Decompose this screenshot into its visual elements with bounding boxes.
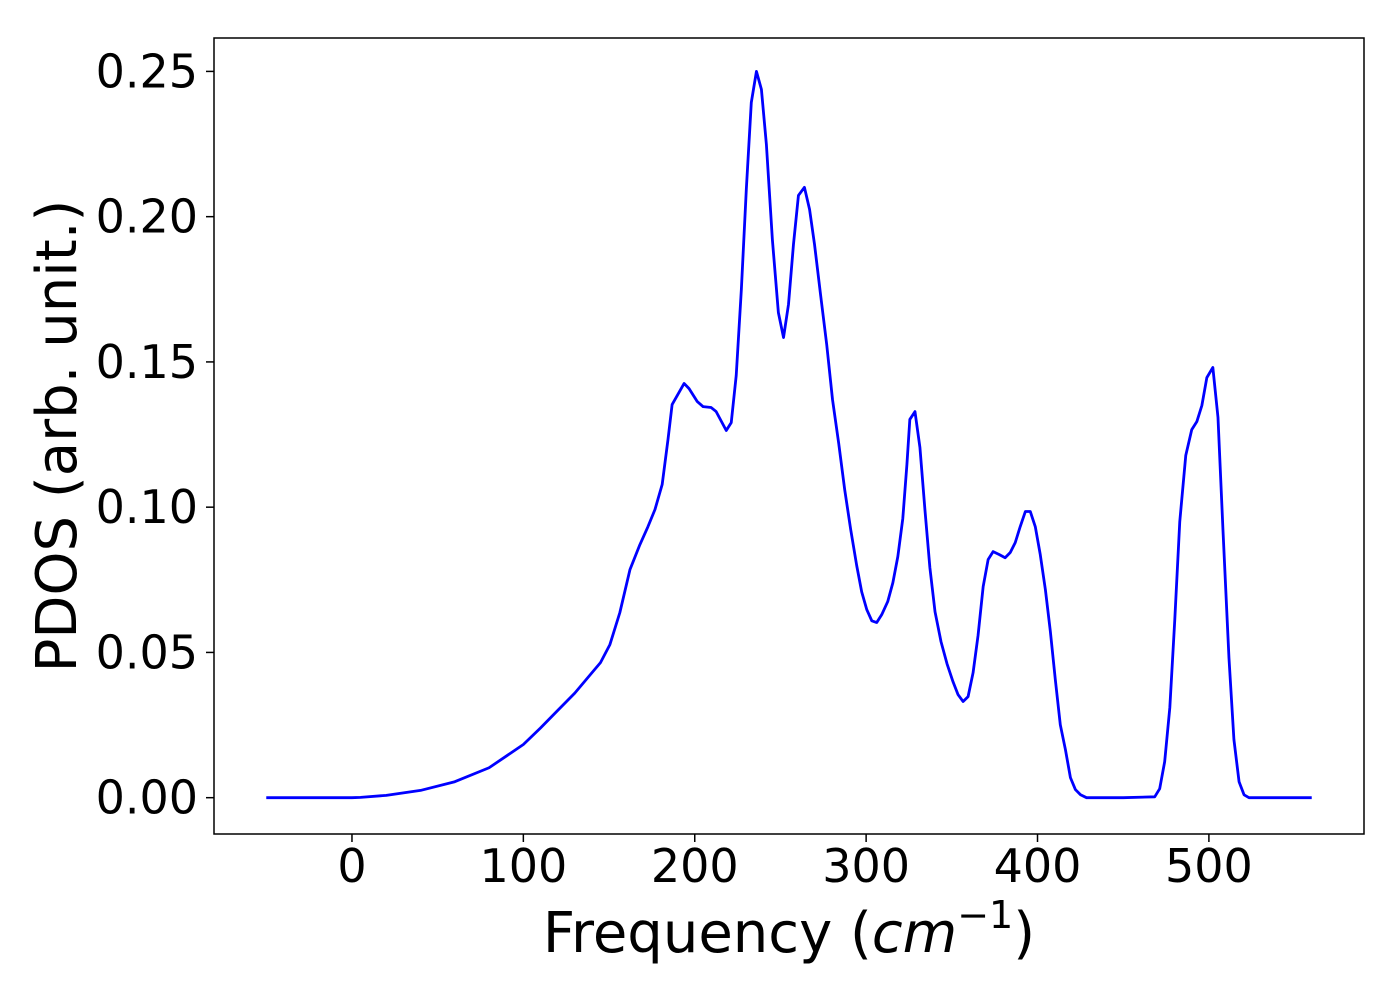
x-tick-label: 100 [479, 839, 567, 893]
x-tick-label: 400 [994, 839, 1082, 893]
x-tick-label: 200 [651, 839, 739, 893]
y-axis-label: PDOS (arb. unit.) [25, 200, 90, 673]
plot-frame [213, 37, 1365, 835]
y-tick-label: 0.05 [96, 625, 198, 679]
x-label-part: −1 [957, 893, 1013, 937]
x-label-part: Frequency ( [543, 901, 872, 966]
x-tick-label: 500 [1165, 839, 1253, 893]
data-line [266, 70, 1312, 800]
y-tick-label: 0.20 [96, 190, 198, 244]
y-tick-label: 0.10 [96, 480, 198, 534]
y-tick-label: 0.25 [96, 44, 198, 98]
x-tick-label: 300 [822, 839, 910, 893]
x-label-part: cm [872, 901, 957, 966]
x-axis-label: Frequency (cm−1) [543, 893, 1035, 966]
x-label-part: ) [1013, 901, 1035, 966]
x-tick-label: 0 [337, 839, 366, 893]
y-tick-label: 0.00 [96, 771, 198, 825]
y-tick-label: 0.15 [96, 335, 198, 389]
